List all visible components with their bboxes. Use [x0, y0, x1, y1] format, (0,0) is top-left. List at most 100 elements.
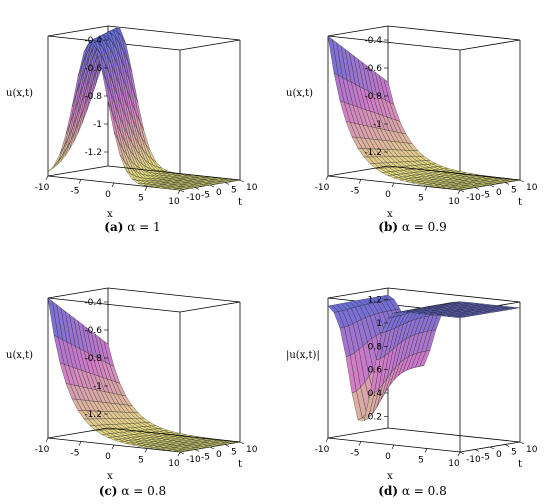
caption-text-c: α = 0.8 [121, 484, 167, 498]
t-tick-mark [474, 187, 480, 190]
x-tick-label: 0 [385, 190, 391, 200]
box-edge [387, 165, 521, 181]
t-tick-label: 10 [246, 445, 258, 455]
z-tick-label: -0.6 [84, 64, 102, 74]
surface-patch [453, 188, 465, 190]
box-edge [327, 427, 389, 439]
z-tick-label: -0.8 [84, 354, 102, 364]
box-edge [327, 25, 389, 37]
x-tick-label: -5 [351, 449, 360, 459]
t-tick-label: 10 [246, 183, 258, 193]
box-edge [179, 39, 241, 51]
box-edge [179, 301, 241, 313]
x-tick-mark [45, 437, 49, 443]
t-tick-label: -10 [466, 455, 481, 465]
x-tick-mark [391, 444, 395, 450]
z-tick-label: -0.8 [84, 92, 102, 102]
x-axis-label: x [107, 209, 113, 220]
z-axis-label: u(x,t) [6, 88, 33, 99]
z-tick-label: 0.6 [368, 366, 383, 376]
surface-mesh [327, 294, 521, 421]
z-tick-label: -0.4 [84, 36, 102, 46]
z-tick-label: 0.4 [368, 389, 383, 399]
x-tick-mark [111, 444, 115, 450]
t-tick-label: 5 [231, 186, 237, 196]
caption-b: (b) α = 0.9 [280, 220, 545, 234]
x-tick-mark [358, 179, 362, 184]
x-tick-label: 5 [138, 194, 144, 204]
t-tick-mark [179, 189, 185, 193]
t-tick-mark [459, 189, 465, 193]
z-axis-label: |u(x,t)| [286, 350, 320, 361]
t-tick-label: 0 [216, 450, 222, 460]
t-tick-label: -5 [201, 453, 210, 463]
t-tick-mark [194, 187, 200, 190]
x-tick-mark [424, 448, 428, 453]
t-tick-label: -10 [186, 193, 201, 203]
chart-panel-a: -10 -5 0 5 10 x -10 -5 0 5 10 t -0.4 -0.6 -0.8 -1 -1.2 u(… [0, 0, 265, 240]
t-tick-label: 0 [496, 450, 502, 460]
z-tick-label: -0.4 [364, 36, 382, 46]
t-tick-label: 5 [511, 186, 517, 196]
box-edge [47, 25, 109, 37]
z-axis-label: u(x,t) [286, 88, 313, 99]
box-edge [107, 427, 241, 443]
box-edge [327, 165, 389, 177]
box-edge [327, 35, 461, 51]
z-tick-label: -1 [93, 382, 102, 392]
t-tick-label: -5 [201, 191, 210, 201]
box-edge [107, 287, 241, 303]
x-tick-label: -10 [35, 445, 50, 455]
x-tick-mark [177, 189, 181, 195]
t-tick-mark [504, 182, 510, 185]
x-tick-label: -5 [351, 187, 360, 197]
x-tick-mark [358, 441, 362, 446]
box-edge [47, 427, 109, 439]
caption-label-d: (d) [378, 484, 399, 498]
z-tick-label: -0.8 [364, 92, 382, 102]
z-tick-label: -1.2 [364, 148, 382, 158]
box-edge [459, 39, 521, 51]
x-tick-mark [325, 437, 329, 443]
x-tick-mark [457, 189, 461, 195]
t-tick-mark [459, 451, 465, 455]
box-edge [387, 427, 521, 443]
surface-plot-b: -10 -5 0 5 10x-10 -5 0 5 10t-0.4-0.6-0.8-1-1.2u(… [286, 25, 538, 220]
t-tick-mark [519, 179, 525, 183]
caption-text-d: α = 0.8 [401, 484, 447, 498]
t-axis-label: t [518, 197, 522, 208]
box-edge [387, 287, 521, 303]
x-tick-label: -5 [71, 187, 80, 197]
z-tick-label: 1 [376, 319, 382, 329]
t-tick-mark [224, 444, 230, 447]
x-tick-mark [325, 175, 329, 181]
t-tick-label: 10 [526, 183, 538, 193]
x-tick-mark [144, 448, 148, 453]
t-tick-label: -10 [466, 193, 481, 203]
x-tick-label: 0 [105, 452, 111, 462]
t-tick-mark [239, 441, 245, 445]
x-axis-label: x [387, 209, 393, 220]
z-tick-label: -1.2 [84, 148, 102, 158]
x-axis-label: x [107, 471, 113, 482]
x-tick-mark [457, 451, 461, 457]
z-tick-label: -0.4 [84, 298, 102, 308]
z-tick-label: 1.2 [368, 296, 382, 306]
surface-mesh [47, 27, 241, 191]
z-tick-label: 0.8 [368, 342, 383, 352]
t-tick-label: 10 [526, 445, 538, 455]
t-tick-mark [474, 449, 480, 452]
t-axis-label: t [238, 197, 242, 208]
chart-panel-c: -10 -5 0 5 10 x -10 -5 0 5 10 t -0.4 -0.6 -0.8 -1 -1.2 u(… [0, 262, 265, 502]
t-tick-mark [519, 441, 525, 445]
caption-c: (c) α = 0.8 [0, 484, 265, 498]
x-tick-mark [177, 451, 181, 457]
z-tick-label: -1 [373, 120, 382, 130]
t-tick-mark [239, 179, 245, 183]
t-tick-mark [209, 184, 215, 188]
box-edge [107, 165, 241, 181]
x-tick-label: 5 [418, 194, 424, 204]
t-axis-label: t [518, 459, 522, 470]
surface-plot-d: -10 -5 0 5 10x-10 -5 0 5 10t1.210.80.60.40.2|u(x… [286, 287, 538, 482]
t-tick-label: 0 [216, 188, 222, 198]
